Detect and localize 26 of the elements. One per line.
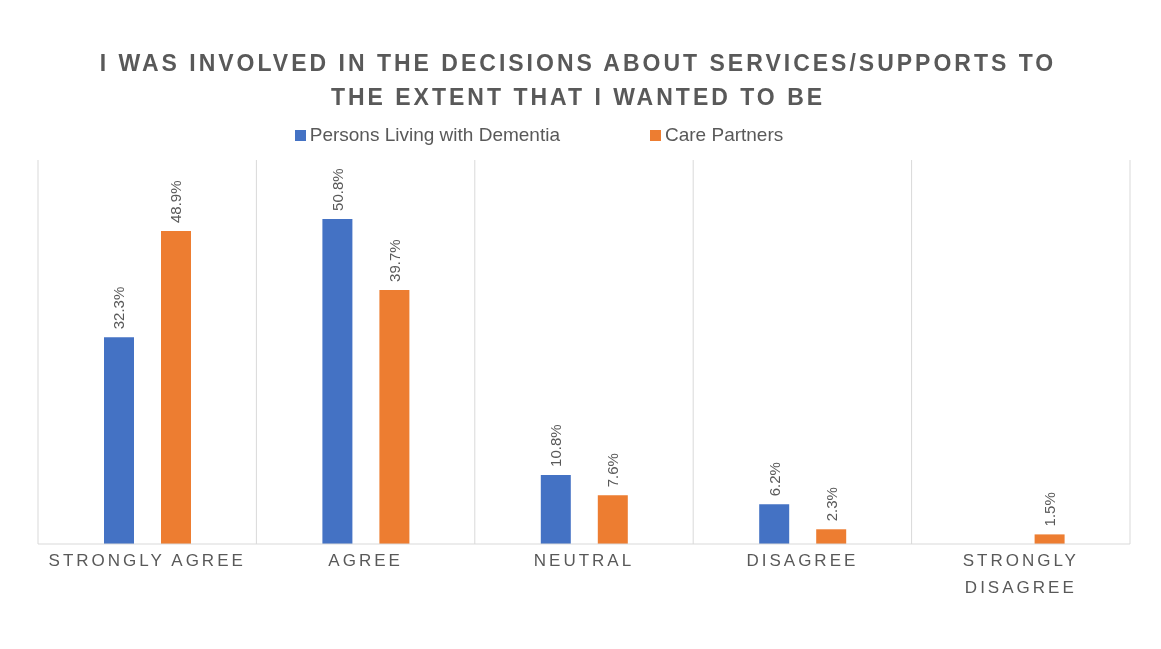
bar (104, 337, 134, 544)
data-label: 2.3% (822, 487, 840, 522)
x-tick-label: DISAGREE (746, 551, 859, 570)
bar (759, 504, 790, 544)
data-label: 50.8% (328, 168, 346, 211)
x-tick-label: NEUTRAL (533, 551, 635, 570)
bar (540, 474, 571, 544)
bar (816, 529, 847, 544)
data-label: 6.2% (765, 462, 783, 497)
legend-label: Persons Living with Dementia (309, 124, 560, 145)
bar (161, 231, 191, 544)
data-label: 7.6% (604, 453, 622, 488)
chart-title: I WAS INVOLVED IN THE DECISIONS ABOUT SERVICES/SUPPORTS TO THE EXTENT THAT I WANTED TO BE (98, 49, 1058, 112)
x-tick-label: STRONGLY AGREE (48, 551, 246, 570)
legend-label: Care Partners (665, 124, 784, 145)
data-label: 39.7% (385, 239, 403, 282)
x-tick-label: STRONGLY DISAGREE (962, 551, 1079, 597)
bar (1034, 534, 1065, 544)
bar (597, 495, 628, 544)
data-label: 32.3% (110, 286, 128, 330)
bar (322, 218, 353, 544)
bar (379, 289, 410, 544)
x-tick-label: AGREE (328, 551, 403, 570)
data-label: 10.8% (547, 424, 565, 467)
data-label: 48.9% (167, 180, 185, 224)
data-label: 1.5% (1041, 492, 1059, 527)
